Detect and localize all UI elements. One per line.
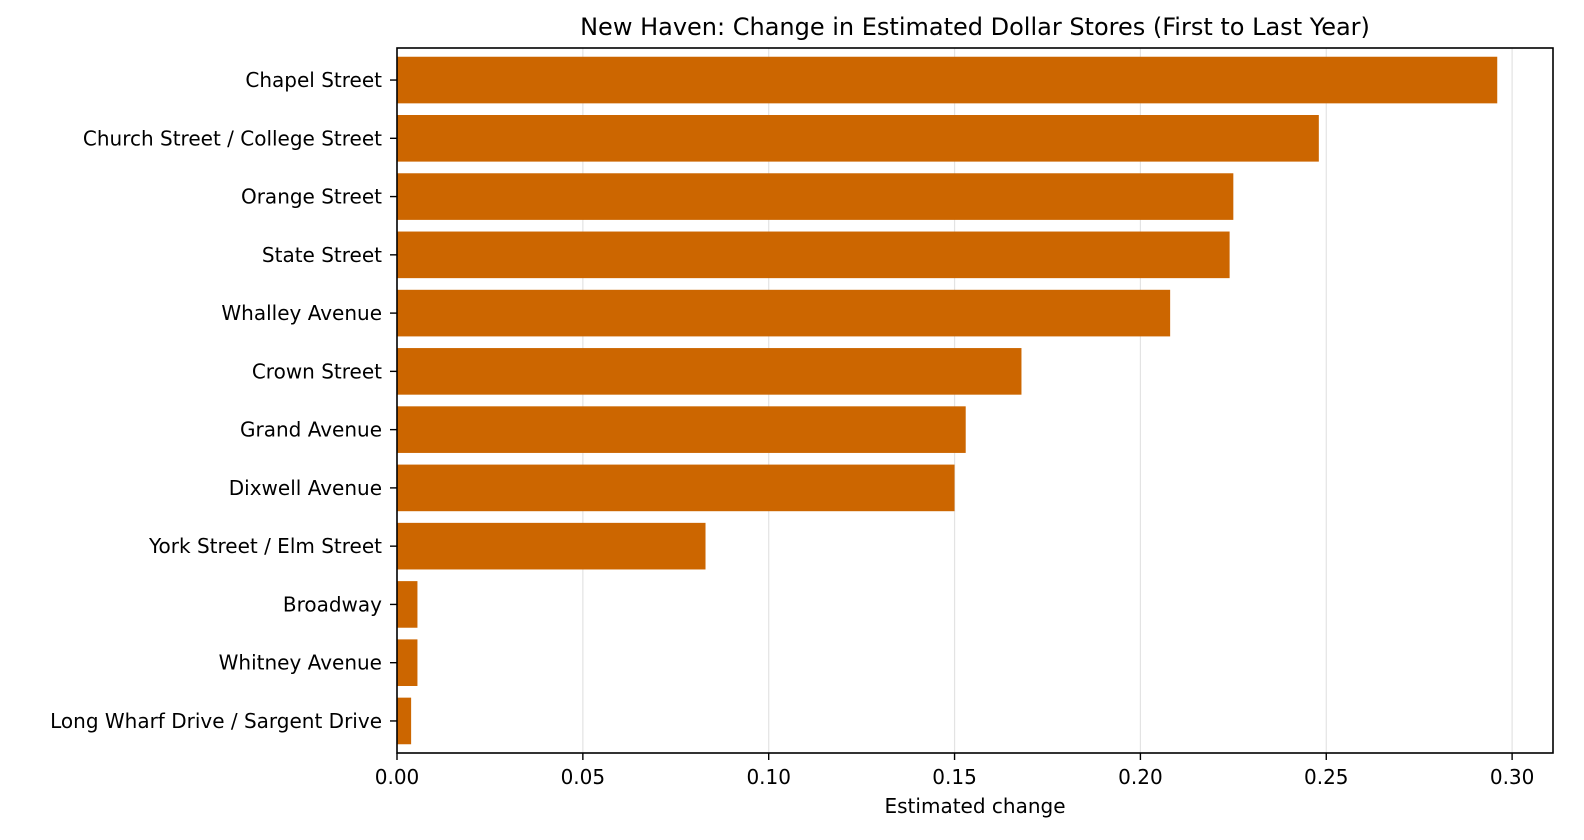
bars bbox=[397, 56, 1498, 745]
chart-title: New Haven: Change in Estimated Dollar St… bbox=[580, 13, 1370, 41]
x-tick-label: 0.15 bbox=[932, 765, 977, 789]
bar bbox=[397, 406, 966, 453]
bar bbox=[397, 173, 1234, 220]
y-tick-label: Church Street / College Street bbox=[83, 126, 382, 150]
bar bbox=[397, 697, 412, 745]
y-tick-label: Crown Street bbox=[252, 359, 382, 383]
y-tick-label: York Street / Elm Street bbox=[148, 534, 382, 558]
y-tick-label: Whalley Avenue bbox=[221, 301, 382, 325]
x-tick-label: 0.05 bbox=[561, 765, 606, 789]
y-tick-label: Orange Street bbox=[241, 185, 382, 209]
y-tick-label: State Street bbox=[262, 243, 382, 267]
x-tick-label: 0.25 bbox=[1304, 765, 1349, 789]
bar bbox=[397, 231, 1230, 279]
x-tick-label: 0.10 bbox=[746, 765, 791, 789]
y-tick-label: Broadway bbox=[283, 592, 382, 616]
bar bbox=[397, 464, 955, 512]
plot-frame bbox=[396, 47, 1554, 754]
bar bbox=[397, 348, 1022, 395]
x-axis-label: Estimated change bbox=[885, 794, 1066, 818]
bar bbox=[397, 56, 1498, 104]
x-tick-label: 0.00 bbox=[375, 765, 420, 789]
bar bbox=[397, 115, 1319, 162]
y-tick-label: Grand Avenue bbox=[240, 418, 382, 442]
bar bbox=[397, 639, 418, 686]
x-tick-label: 0.30 bbox=[1490, 765, 1535, 789]
y-tick-label: Whitney Avenue bbox=[219, 651, 382, 675]
y-tick-label: Chapel Street bbox=[245, 68, 382, 92]
bar bbox=[397, 289, 1171, 337]
grid-lines bbox=[396, 48, 1513, 753]
y-tick-label: Dixwell Avenue bbox=[229, 476, 382, 500]
x-axis: 0.00 0.05 0.10 0.15 0.20 0.25 0.30 bbox=[375, 753, 1535, 789]
bar bbox=[397, 581, 418, 628]
x-tick-label: 0.20 bbox=[1118, 765, 1163, 789]
y-tick-label: Long Wharf Drive / Sargent Drive bbox=[50, 709, 382, 733]
y-axis: Chapel Street Church Street / College Str… bbox=[50, 68, 397, 733]
bar bbox=[397, 522, 706, 570]
